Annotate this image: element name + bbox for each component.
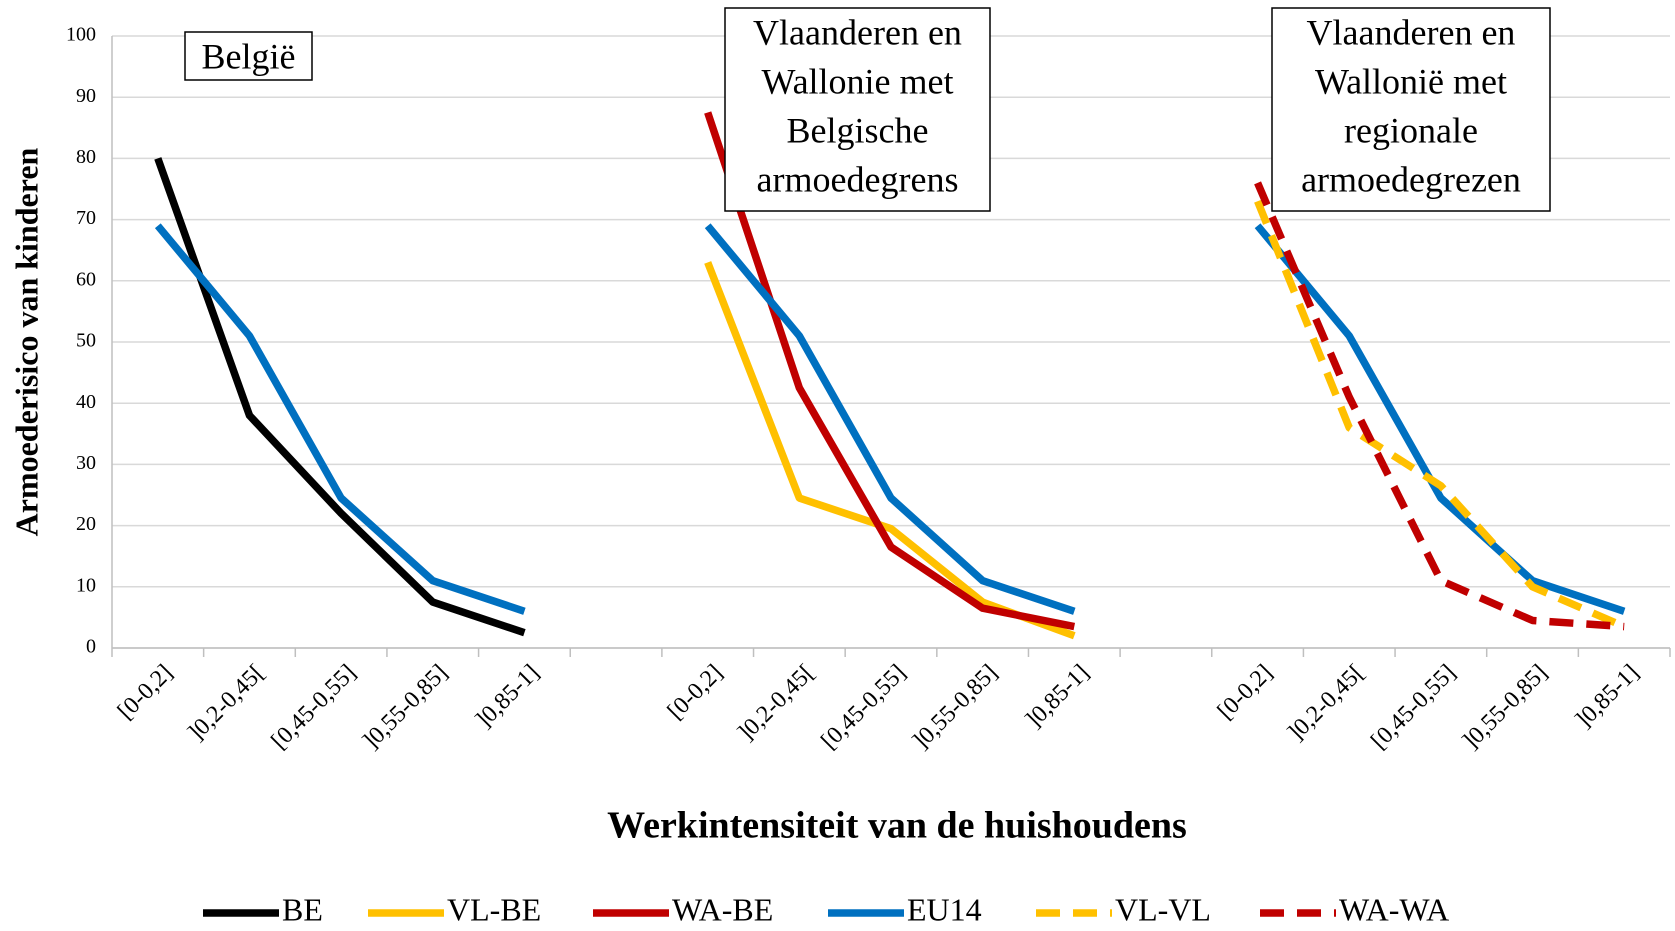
- y-tick-label: 30: [76, 452, 96, 474]
- x-tick-label: ]0,55-0,85]: [358, 660, 453, 755]
- annotation-text: Wallonië met: [1315, 61, 1507, 101]
- series-line: [154, 223, 1626, 615]
- x-tick-label: ]0,85-1]: [1571, 660, 1645, 734]
- y-tick-label: 80: [76, 146, 96, 168]
- series-line: [1254, 199, 1626, 631]
- x-tick-label: [0,45-0,55]: [816, 660, 911, 755]
- legend-label: VL-VL: [1115, 891, 1211, 927]
- x-tick-label: [0,45-0,55]: [1366, 660, 1461, 755]
- legend-label: EU14: [907, 891, 982, 927]
- x-tick-label: ]0,85-1]: [1021, 660, 1095, 734]
- legend-label: VL-BE: [447, 891, 541, 927]
- annotation-text: Vlaanderen en: [753, 12, 962, 52]
- annotation-box: [724, 7, 991, 212]
- y-tick-label: 70: [76, 207, 96, 229]
- annotation-text: armoedegrezen: [1301, 159, 1521, 199]
- legend-label: BE: [282, 891, 323, 927]
- x-tick-label: [0-0,2]: [1213, 660, 1278, 725]
- y-tick-label: 90: [76, 85, 96, 107]
- annotation-text: Wallonie met: [761, 61, 953, 101]
- annotation-text: regionale: [1344, 110, 1478, 150]
- y-axis-label: Armoederisico van kinderen: [8, 147, 44, 536]
- series-line: [1254, 181, 1625, 631]
- legend-label: WA-WA: [1339, 891, 1449, 927]
- annotation-box: [1271, 7, 1551, 212]
- annotation-text: Vlaanderen en: [1307, 12, 1516, 52]
- series-line: [154, 157, 526, 637]
- y-tick-label: 60: [76, 268, 96, 290]
- y-tick-label: 100: [66, 24, 96, 46]
- annotation-text: België: [202, 36, 296, 76]
- y-tick-label: 0: [86, 636, 96, 658]
- x-tick-label: ]0,2-0,45[: [183, 660, 269, 746]
- x-tick-label: ]0,55-0,85]: [1458, 660, 1553, 755]
- x-tick-label: ]0,2-0,45[: [1283, 660, 1369, 746]
- y-tick-label: 10: [76, 574, 96, 596]
- legend-label: WA-BE: [672, 891, 773, 927]
- x-tick-label: [0,45-0,55]: [267, 660, 362, 755]
- x-tick-label: [0-0,2]: [663, 660, 728, 725]
- y-tick-label: 20: [76, 513, 96, 535]
- x-tick-label: [0-0,2]: [113, 660, 178, 725]
- x-tick-label: ]0,85-1]: [471, 660, 545, 734]
- x-axis-label: Werkintensiteit van de huishoudens: [607, 805, 1187, 847]
- series-line: [704, 261, 1076, 640]
- annotation-text: Belgische: [787, 110, 929, 150]
- y-tick-label: 40: [76, 391, 96, 413]
- annotation-box: [184, 31, 313, 81]
- x-tick-label: ]0,2-0,45[: [733, 660, 819, 746]
- y-tick-label: 50: [76, 330, 96, 352]
- x-tick-label: ]0,55-0,85]: [908, 660, 1003, 755]
- annotation-text: armoedegrens: [757, 159, 959, 199]
